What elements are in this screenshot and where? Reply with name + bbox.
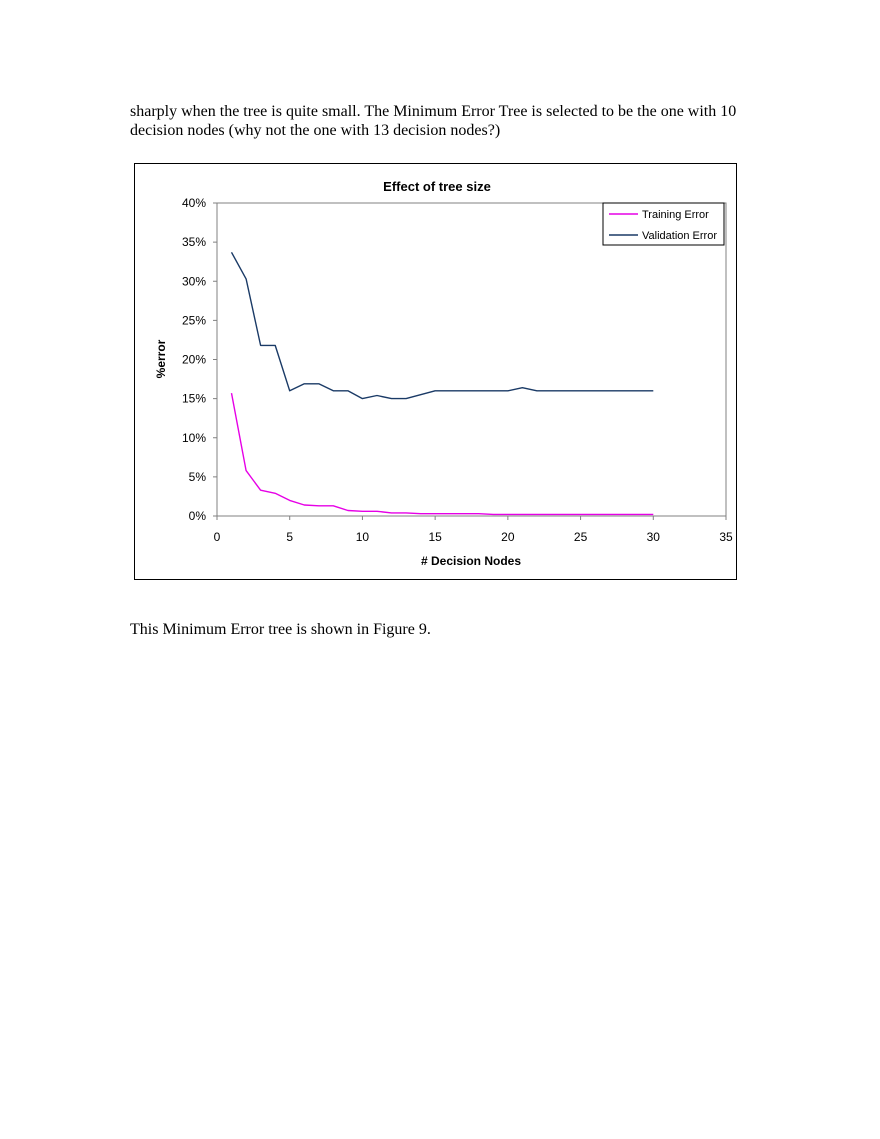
line-chart: Effect of tree size # Decision Nodes %er… [154,179,733,568]
legend-box [602,202,725,246]
y-tick-label: 20% [182,353,206,367]
x-tick-label: 10 [356,530,370,544]
x-tick-label: 35 [719,530,733,544]
y-tick-label: 30% [182,274,206,288]
y-tick-label: 40% [182,196,206,210]
y-tick-label: 5% [189,470,207,484]
chart-figure: Effect of tree size # Decision Nodes %er… [134,163,737,580]
series-line-training-error [230,392,654,516]
y-tick-label: 15% [182,392,206,406]
chart-title: Effect of tree size [383,179,491,194]
x-tick-label: 0 [214,530,221,544]
legend-label: Training Error [642,209,709,221]
y-tick-label: 0% [189,509,207,523]
legend: Training Error Validation Error [602,202,725,246]
paragraph-bottom: This Minimum Error tree is shown in Figu… [130,621,431,638]
x-tick-label: 20 [501,530,515,544]
y-tick-label: 35% [182,235,206,249]
plot-area [216,202,727,517]
x-tick-label: 25 [574,530,588,544]
x-axis-label: # Decision Nodes [421,554,521,568]
series-line-validation-error [230,251,654,400]
y-axis-ticks: 0% 5% 10% 15% 20% 25% 30% 35% 40% [182,196,217,523]
x-axis-ticks: 0 5 10 15 20 25 30 35 [214,516,733,544]
series-lines [230,251,654,516]
x-tick-label: 5 [286,530,293,544]
y-tick-label: 25% [182,313,206,327]
paragraph-top: sharply when the tree is quite small. Th… [130,103,737,139]
legend-label: Validation Error [642,230,717,242]
y-axis-label: %error [154,339,168,378]
x-tick-label: 30 [647,530,661,544]
x-tick-label: 15 [428,530,442,544]
y-tick-label: 10% [182,431,206,445]
